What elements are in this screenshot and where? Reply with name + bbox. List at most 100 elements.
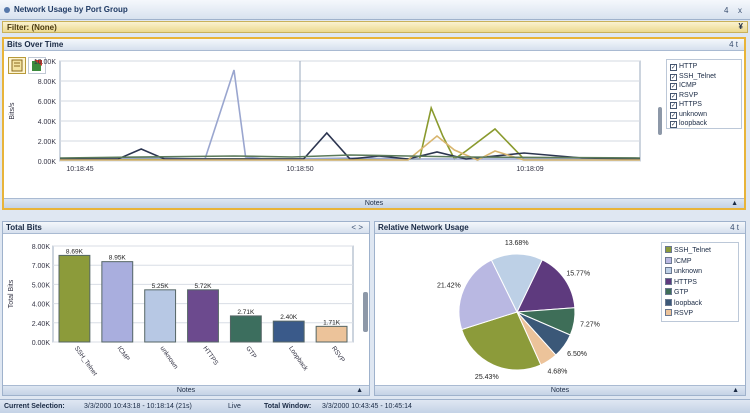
y-tick-label: 5.00K — [32, 282, 51, 289]
y-tick-label: 7.00K — [32, 263, 51, 270]
legend-checkbox[interactable]: ✓ — [670, 102, 677, 109]
legend-checkbox[interactable]: ✓ — [670, 73, 677, 81]
bits-legend: ✓ HTTP ✓ SSH_Telnet ✓ ICMP ✓ RSVP ✓ HTTPS ✓ unknown… — [666, 59, 742, 129]
pie-slice-label: 15.77% — [566, 271, 590, 278]
panel-header: Total Bits < > — [3, 222, 369, 234]
y-tick-label: 4.00K — [38, 119, 57, 126]
legend-item[interactable]: ✓ SSH_Telnet — [670, 73, 716, 82]
live-indicator[interactable]: Live — [228, 403, 241, 410]
legend-checkbox[interactable]: ✓ — [670, 83, 677, 90]
legend-checkbox[interactable]: ✓ — [670, 64, 677, 71]
legend-swatch — [665, 277, 672, 285]
report-icon[interactable] — [8, 57, 26, 74]
pie-slice-label: 13.68% — [505, 240, 529, 247]
legend-checkbox[interactable]: ✓ — [670, 121, 677, 128]
bar-value-label: 2.40K — [280, 314, 298, 321]
y-tick-label: 2.40K — [32, 321, 51, 328]
panel-nav-controls[interactable]: < > — [351, 223, 363, 232]
legend-item[interactable]: ✓ loopback — [670, 120, 707, 129]
y-tick-label: 8.00K — [38, 79, 57, 86]
status-bar: Current Selection: 3/3/2000 10:43:18 - 1… — [0, 399, 750, 413]
panel-title: Relative Network Usage — [378, 223, 469, 232]
legend-label: SSH_Telnet — [674, 247, 711, 254]
close-icon[interactable]: x — [738, 6, 742, 15]
x-tick-label: GTP — [244, 345, 257, 360]
panel-scrollbar[interactable] — [363, 292, 368, 332]
legend-label: unknown — [674, 268, 703, 275]
legend-item[interactable]: ✓ HTTPS — [670, 101, 702, 110]
total-bits-bar-chart: 8.00K 7.00K 5.00K 4.00K 2.40K 0.00K Total Bits… — [8, 244, 354, 377]
pie-slice-label: 21.42% — [437, 283, 461, 290]
panel-controls[interactable]: 4 t — [730, 223, 739, 232]
legend-item[interactable]: ✓ RSVP — [670, 92, 698, 101]
filter-label: Filter: (None) — [7, 23, 57, 32]
legend-item[interactable]: HTTPS — [665, 277, 697, 287]
bits-line-chart: 10.00K 8.00K 6.00K 4.00K 2.00K 0.00K 10:18:45 1… — [9, 59, 641, 173]
legend-label: RSVP — [679, 91, 699, 99]
filter-chevron-icon[interactable]: ¥ — [738, 22, 743, 31]
legend-item[interactable]: SSH_Telnet — [665, 246, 711, 255]
x-axis-footer-label: Notes — [176, 387, 196, 394]
legend-label: HTTP — [679, 63, 698, 70]
legend-item[interactable]: ✓ HTTP — [670, 63, 697, 72]
total-bits-panel: Total Bits < > 8.00K 7.00K 5.00K 4.00K 2.40K… — [2, 221, 370, 396]
window-titlebar: Network Usage by Port Group 4 x — [0, 0, 750, 20]
y-tick-label: 10.00K — [34, 59, 57, 66]
panel-controls[interactable]: 4 t — [729, 40, 738, 49]
bar-value-label: 8.69K — [66, 248, 84, 255]
legend-item[interactable]: ICMP — [665, 256, 692, 266]
filter-bar[interactable]: Filter: (None) ¥ — [2, 21, 748, 33]
bar-value-label: 8.95K — [109, 255, 127, 262]
legend-item[interactable]: GTP — [665, 288, 688, 297]
x-tick-label: 10:18:45 — [66, 166, 93, 173]
bits-over-time-panel: Bits Over Time 4 t 10.00K 8.00K 6.00K 4.00K… — [2, 37, 746, 210]
x-tick-label: unknown — [159, 345, 180, 371]
y-tick-label: 4.00K — [32, 302, 51, 309]
bar-value-label: 5.25K — [152, 283, 170, 290]
panel-header: Relative Network Usage 4 t — [375, 222, 745, 234]
legend-label: HTTPS — [674, 278, 697, 286]
x-tick-label: HTTPS — [201, 345, 219, 367]
legend-item[interactable]: RSVP — [665, 309, 693, 318]
legend-item[interactable]: ✓ unknown — [670, 111, 707, 120]
legend-scrollbar[interactable] — [658, 107, 662, 135]
relative-usage-panel: Relative Network Usage 4 t 15.77% 7.27% 6.… — [374, 221, 746, 396]
usage-legend: SSH_Telnet ICMP unknown HTTPS GTP loopback RSV… — [661, 242, 739, 322]
pie-slice-ssh_telnet — [461, 311, 542, 371]
relative-usage-pie-chart: 15.77% 7.27% 6.50% 4.68% 25.43% 21.42% 13.68% — [437, 240, 600, 381]
legend-label: GTP — [674, 289, 689, 296]
series-line-https — [59, 154, 641, 159]
y-axis-label: Total Bits — [8, 279, 15, 308]
y-tick-label: 6.00K — [38, 99, 57, 106]
legend-item[interactable]: loopback — [665, 298, 703, 308]
pie-slice-label: 25.43% — [475, 374, 499, 381]
pie-slice-label: 4.68% — [547, 369, 567, 376]
legend-label: loopback — [674, 299, 703, 307]
legend-item[interactable]: unknown — [665, 267, 702, 276]
pin-icon[interactable]: 4 — [724, 6, 729, 15]
bar — [144, 289, 177, 343]
bar — [58, 254, 91, 343]
bar-value-label: 1.71K — [323, 319, 341, 326]
x-tick-label: 10:18:50 — [286, 166, 313, 173]
y-tick-label: 8.00K — [32, 244, 51, 251]
legend-label: ICMP — [674, 257, 692, 265]
export-icon[interactable] — [28, 57, 46, 74]
series-line-icmp — [60, 131, 641, 160]
expand-icon[interactable]: ▲ — [732, 387, 739, 394]
x-tick-label: SSH_Telnet — [73, 345, 99, 377]
legend-item[interactable]: ✓ ICMP — [670, 82, 697, 91]
panel-header: Bits Over Time 4 t — [4, 39, 744, 51]
x-tick-label: 10:18:09 — [516, 166, 543, 173]
legend-checkbox[interactable]: ✓ — [670, 111, 677, 119]
y-tick-label: 2.00K — [38, 139, 57, 146]
expand-icon[interactable]: ▲ — [356, 387, 363, 394]
panel-footer: Notes ▲ — [3, 385, 369, 395]
legend-swatch — [665, 309, 672, 316]
expand-icon[interactable]: ▲ — [731, 200, 738, 207]
y-axis-label: Bits/s — [9, 102, 16, 120]
pie-slice-unknown — [490, 253, 543, 314]
legend-checkbox[interactable]: ✓ — [670, 92, 677, 100]
pie-slice-https — [516, 259, 576, 313]
panel-footer: Notes ▲ — [4, 198, 744, 208]
